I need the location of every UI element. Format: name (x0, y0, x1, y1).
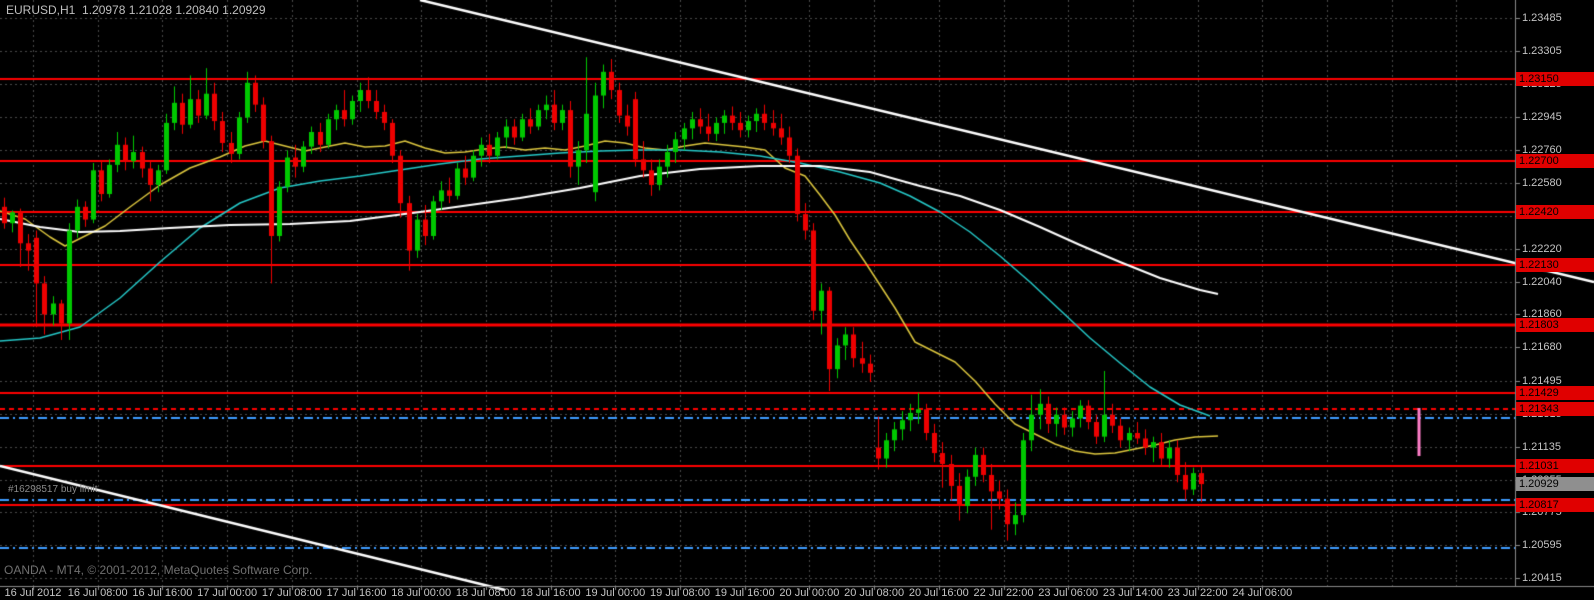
price-level-tag[interactable]: 1.21031 (1516, 458, 1594, 473)
price-tick-label: 1.21495 (1522, 375, 1562, 387)
price-level-tag[interactable]: 1.22700 (1516, 154, 1594, 169)
time-axis-label: 23 Jul 06:00 (1038, 587, 1099, 599)
chart-title: EURUSD,H1 1.20978 1.21028 1.20840 1.2092… (6, 3, 266, 17)
price-tick-label: 1.21135 (1522, 440, 1561, 453)
time-axis-label: 23 Jul 14:00 (1102, 587, 1163, 599)
time-axis-label: 18 Jul 16:00 (520, 587, 581, 599)
time-axis-label: 16 Jul 16:00 (132, 587, 193, 599)
copyright-watermark: OANDA - MT4, © 2001-2012, MetaQuotes Sof… (4, 563, 313, 577)
price-level-tag[interactable]: 1.21803 (1516, 317, 1594, 332)
time-axis-label: 20 Jul 00:00 (779, 587, 840, 599)
order-label: #16298517 buy limit (8, 484, 98, 495)
time-axis-label: 20 Jul 16:00 (908, 587, 969, 599)
time-axis-label: 24 Jul 06:00 (1232, 587, 1293, 599)
time-axis-label: 23 Jul 22:00 (1167, 587, 1228, 599)
time-axis-label: 18 Jul 00:00 (391, 587, 452, 599)
price-level-tag[interactable]: 1.21343 (1516, 401, 1594, 416)
price-tick-label: 1.23485 (1522, 12, 1562, 24)
time-axis-label: 20 Jul 08:00 (844, 587, 905, 599)
price-tick-label: 1.20415 (1522, 572, 1562, 584)
price-level-tag[interactable]: 1.22130 (1516, 258, 1594, 273)
price-tick-label: 1.22040 (1522, 275, 1562, 288)
time-axis-label: 17 Jul 08:00 (261, 587, 322, 599)
price-tick-label: 1.21860 (1522, 308, 1562, 321)
current-price-tag: 1.20929 (1516, 477, 1594, 492)
time-axis-label: 22 Jul 22:00 (973, 587, 1034, 599)
price-tick-label: 1.23305 (1522, 44, 1562, 57)
time-axis-label: 18 Jul 08:00 (455, 587, 516, 599)
time-axis-label: 16 Jul 08:00 (67, 587, 128, 599)
price-level-tag[interactable]: 1.23150 (1516, 72, 1594, 87)
price-level-tag[interactable]: 1.20817 (1516, 497, 1594, 512)
time-axis-label: 19 Jul 00:00 (585, 587, 646, 599)
price-level-tag[interactable]: 1.21429 (1516, 386, 1594, 401)
price-tick-label: 1.22220 (1522, 242, 1562, 255)
time-axis-label: 17 Jul 16:00 (326, 587, 387, 599)
price-tick-label: 1.22945 (1522, 110, 1562, 123)
time-axis-label: 19 Jul 08:00 (650, 587, 710, 599)
price-tick-label: 1.20595 (1522, 539, 1562, 552)
time-axis-label: 19 Jul 16:00 (714, 587, 775, 599)
price-level-tag[interactable]: 1.22420 (1516, 205, 1594, 220)
price-tick-label: 1.21680 (1522, 341, 1562, 354)
time-axis-label: 16 Jul 2012 (4, 587, 62, 599)
price-tick-label: 1.22580 (1522, 177, 1562, 190)
time-axis-label: 17 Jul 00:00 (197, 587, 258, 599)
price-tick-label: 1.22760 (1522, 144, 1562, 157)
